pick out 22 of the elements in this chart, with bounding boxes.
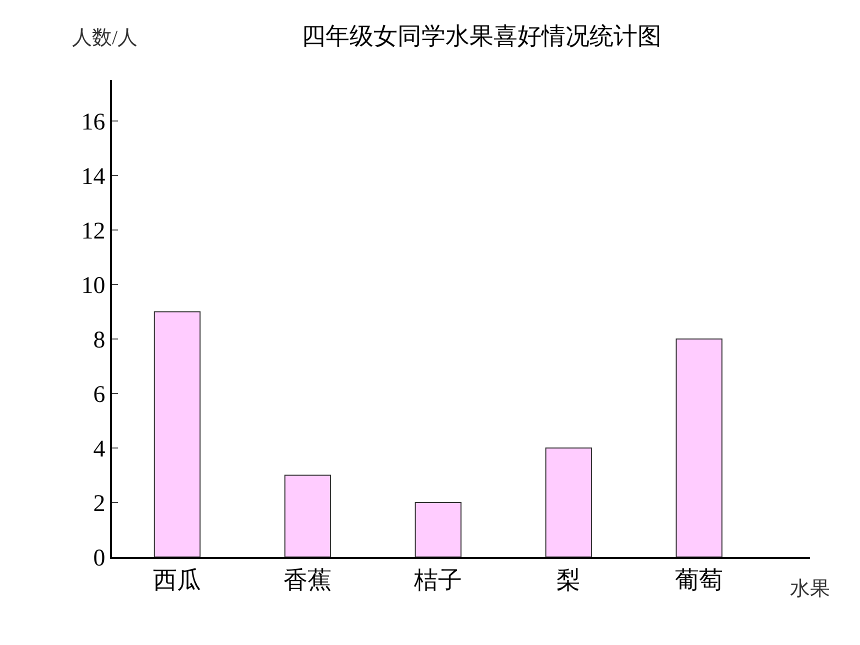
x-tick-label: 梨: [556, 568, 581, 594]
y-tick-label: 16: [81, 109, 106, 136]
x-axis-title: 水果: [790, 578, 830, 600]
x-tick-label: 西瓜: [153, 568, 202, 594]
bar: [414, 502, 462, 557]
y-tick-label: 0: [93, 545, 106, 572]
y-tick-label: 6: [93, 382, 106, 408]
bar: [284, 474, 332, 557]
bar: [545, 447, 592, 557]
y-tick-label: 2: [93, 490, 106, 517]
y-tick-label: 10: [81, 272, 106, 299]
x-tick-label: 香蕉: [284, 568, 332, 594]
y-tick-label: 4: [93, 436, 106, 462]
x-tick-label: 桔子: [413, 568, 462, 594]
bar: [676, 338, 722, 557]
y-axis-title: 人数/人: [72, 27, 138, 49]
y-tick-label: 12: [81, 218, 106, 244]
bar: [154, 311, 201, 557]
y-tick-label: 8: [93, 327, 106, 354]
y-tick-label: 14: [81, 164, 106, 190]
x-tick-label: 葡萄: [675, 568, 724, 594]
chart-title: 四年级女同学水果喜好情况统计图: [302, 22, 662, 50]
